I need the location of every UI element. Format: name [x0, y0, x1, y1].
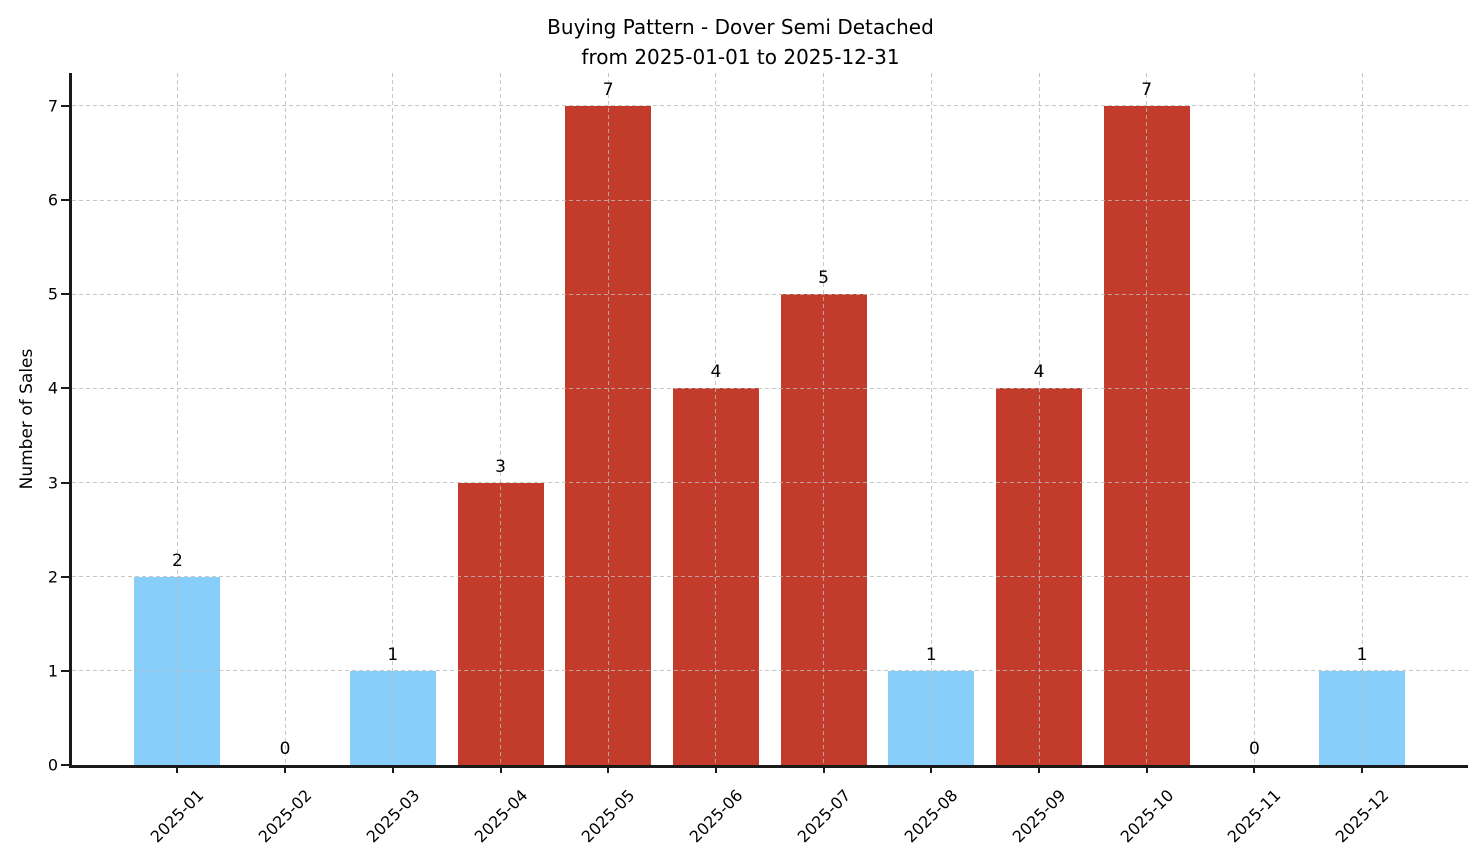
bar-value-label: 7: [1141, 79, 1153, 100]
y-tick-label: 3: [47, 473, 58, 493]
x-tick-label: 2025-10: [1116, 785, 1178, 847]
y-tick-label: 4: [47, 378, 58, 398]
bar-2025-07: [780, 294, 867, 765]
bar-value-label: 0: [279, 739, 291, 759]
x-tick-label: 2025-09: [1008, 785, 1070, 847]
y-axis-tick: [61, 104, 69, 107]
bar-2025-05: [565, 105, 652, 765]
x-axis-tick: [930, 765, 933, 773]
x-axis-tick: [391, 765, 394, 773]
bar-2025-06: [672, 388, 759, 765]
gridline-vertical: [1253, 73, 1255, 765]
y-axis-spine: [69, 73, 72, 768]
gridline-horizontal: [72, 105, 1468, 107]
bar-value-label: 2: [171, 550, 183, 571]
x-axis-spine: [69, 765, 1468, 768]
x-axis-tick: [284, 765, 287, 773]
x-tick-label: 2025-08: [900, 785, 962, 847]
gridline-vertical: [284, 73, 286, 765]
bar-value-label: 4: [710, 362, 722, 383]
x-axis-tick: [1145, 765, 1148, 773]
bar-value-label: 4: [1033, 362, 1045, 383]
y-tick-label: 1: [47, 661, 58, 681]
bar-value-label: 1: [387, 644, 399, 665]
gridline-horizontal: [72, 482, 1468, 484]
y-axis-tick: [61, 199, 69, 202]
bar-2025-10: [1103, 105, 1190, 765]
gridline-horizontal: [72, 387, 1468, 389]
bar-2025-08: [888, 670, 975, 765]
x-axis-tick: [822, 765, 825, 773]
chart-title: Buying Pattern - Dover Semi Detached fro…: [0, 12, 1481, 72]
x-tick-label: 2025-02: [254, 785, 316, 847]
bar-2025-12: [1319, 670, 1406, 765]
x-tick-label: 2025-01: [147, 785, 208, 847]
y-axis-tick: [61, 481, 69, 484]
bar-value-label: 0: [1248, 739, 1260, 759]
x-tick-label: 2025-03: [362, 785, 424, 847]
x-tick-label: 2025-04: [470, 785, 531, 847]
x-axis-tick: [499, 765, 502, 773]
x-axis-tick: [1253, 765, 1256, 773]
x-axis-tick: [1038, 765, 1040, 773]
y-axis-tick: [61, 293, 69, 296]
x-tick-label: 2025-05: [577, 785, 639, 847]
gridline-horizontal: [72, 670, 1468, 672]
y-axis-tick: [61, 669, 69, 672]
x-tick-label: 2025-07: [793, 785, 854, 847]
chart-title-line2: from 2025-01-01 to 2025-12-31: [581, 45, 900, 69]
y-tick-label: 0: [47, 755, 58, 775]
y-axis-tick: [61, 387, 69, 390]
bar-2025-01: [134, 576, 221, 765]
y-tick-label: 7: [47, 96, 58, 116]
chart-title-line1: Buying Pattern - Dover Semi Detached: [547, 15, 934, 39]
gridline-horizontal: [72, 293, 1468, 295]
y-axis-tick: [61, 764, 69, 766]
bar-2025-03: [349, 670, 436, 765]
gridline-horizontal: [72, 576, 1468, 578]
bar-2025-09: [996, 388, 1082, 765]
y-tick-label: 5: [47, 284, 58, 304]
x-axis-tick: [176, 765, 179, 773]
x-tick-label: 2025-12: [1331, 785, 1393, 847]
x-tick-label: 2025-06: [685, 785, 747, 847]
x-tick-label: 2025-11: [1224, 785, 1285, 847]
y-axis-title: Number of Sales: [17, 348, 37, 490]
bar-value-label: 3: [495, 456, 506, 477]
bar-value-label: 1: [1356, 644, 1368, 665]
y-tick-label: 2: [47, 567, 58, 587]
x-axis-tick: [607, 765, 610, 773]
bar-value-label: 7: [602, 79, 614, 100]
bar-2025-04: [457, 482, 544, 765]
y-tick-label: 6: [47, 190, 58, 210]
bar-value-label: 1: [925, 644, 937, 665]
bar-value-label: 5: [818, 268, 830, 289]
y-axis-tick: [61, 575, 69, 578]
plot-area: 0 1 2 3 4 5 6 7 2 2025-01 0 2025-02 1 2025-03 3 2025-04…: [48, 73, 1468, 846]
gridline-horizontal: [72, 199, 1468, 201]
x-axis-tick: [1361, 765, 1364, 773]
x-axis-tick: [714, 765, 717, 773]
